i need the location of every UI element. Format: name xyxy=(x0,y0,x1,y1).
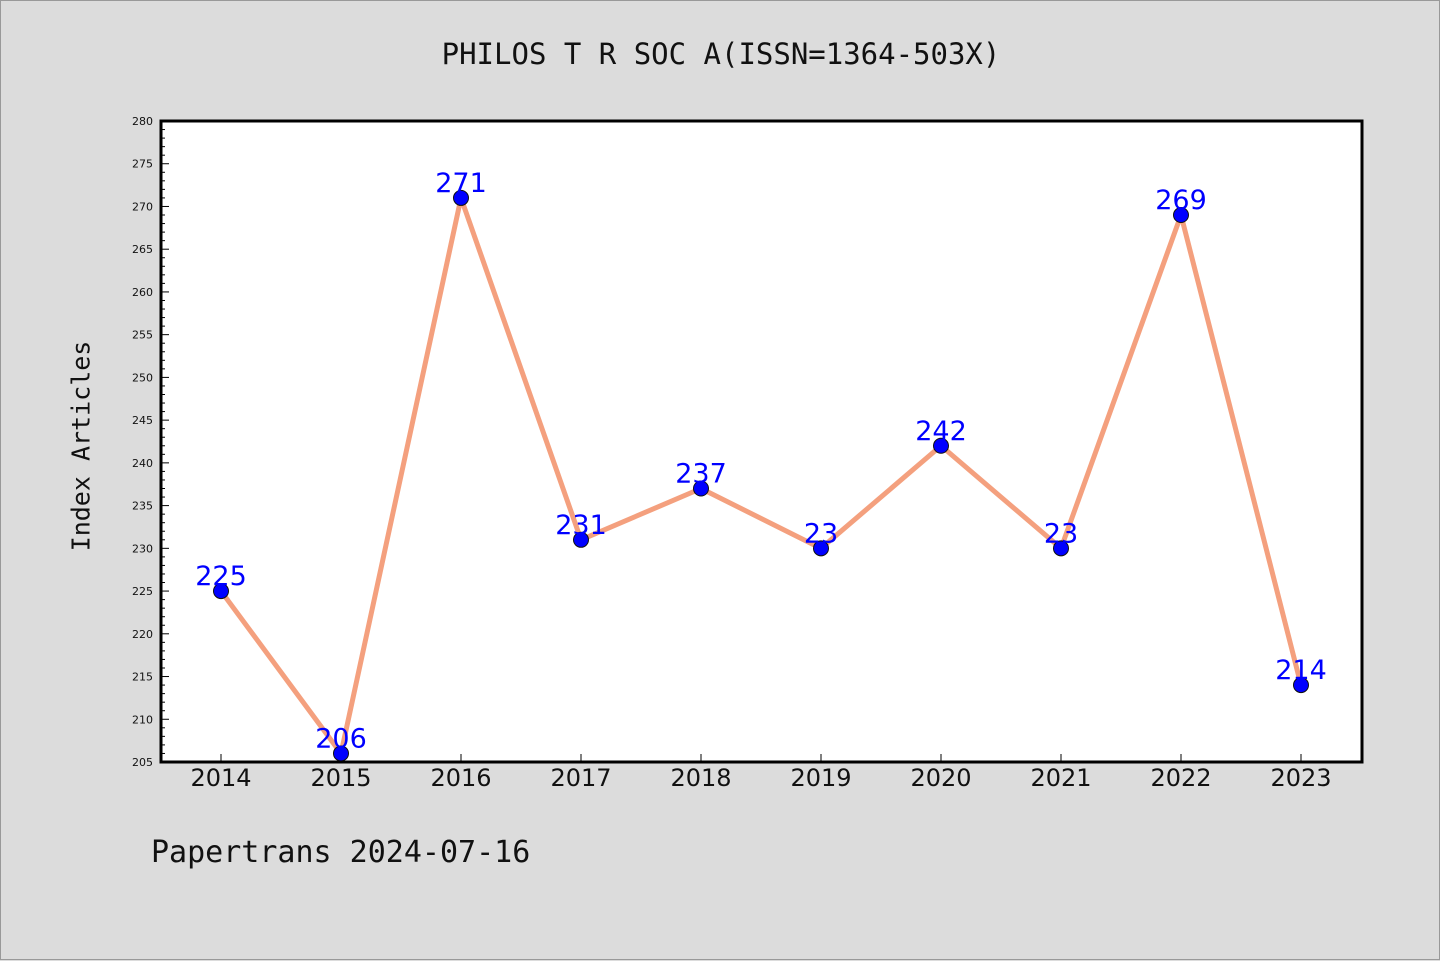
data-point-marker xyxy=(933,437,949,454)
y-tick-label: 210 xyxy=(132,713,153,726)
y-tick-label: 270 xyxy=(132,200,153,213)
y-tick-label: 240 xyxy=(132,457,153,470)
x-tick-label: 2014 xyxy=(190,764,251,792)
chart-title: PHILOS T R SOC A(ISSN=1364-503X) xyxy=(441,37,1001,71)
x-tick-label: 2016 xyxy=(430,764,491,792)
x-tick-label: 2022 xyxy=(1150,764,1211,792)
y-tick-label: 215 xyxy=(132,671,153,684)
data-label: 269 xyxy=(1155,185,1207,216)
data-label: 23 xyxy=(804,518,838,549)
data-point-marker xyxy=(813,540,829,557)
x-tick-label: 2019 xyxy=(790,764,851,792)
y-tick-label: 265 xyxy=(132,243,153,256)
data-label: 231 xyxy=(555,510,607,541)
y-tick-label: 250 xyxy=(132,371,153,384)
data-point-marker xyxy=(1293,677,1309,694)
data-label: 271 xyxy=(435,168,487,199)
x-tick-label: 2015 xyxy=(310,764,371,792)
x-tick-label: 2018 xyxy=(670,764,731,792)
y-tick-label: 275 xyxy=(132,158,153,171)
data-point-marker xyxy=(573,531,589,548)
y-tick-label: 245 xyxy=(132,414,153,427)
data-label: 237 xyxy=(675,459,727,490)
x-tick-label: 2017 xyxy=(550,764,611,792)
data-point-marker xyxy=(693,480,709,497)
data-label: 225 xyxy=(195,561,247,592)
data-point-marker xyxy=(1053,540,1069,557)
data-point-marker xyxy=(1173,207,1189,224)
y-tick-label: 260 xyxy=(132,286,153,299)
data-label-group: 225 206 271 231 237 23 242 23 269 214 xyxy=(195,168,1327,755)
data-label: 206 xyxy=(315,723,367,754)
x-axis-ticks: 2014 2015 2016 2017 2018 2019 2020 2021 2022 2023 xyxy=(190,754,1332,792)
y-tick-label: 205 xyxy=(132,756,153,769)
y-tick-label: 280 xyxy=(132,115,153,128)
footer-credit: Papertrans 2024-07-16 xyxy=(151,835,531,870)
data-point-marker xyxy=(453,189,469,206)
data-label: 242 xyxy=(915,416,967,447)
series-line-group xyxy=(218,195,1304,756)
data-point-marker xyxy=(213,583,229,600)
series-line xyxy=(218,195,1304,756)
y-tick-label: 255 xyxy=(132,329,153,342)
data-label: 23 xyxy=(1044,518,1078,549)
x-tick-label: 2020 xyxy=(910,764,971,792)
x-tick-label: 2023 xyxy=(1270,764,1331,792)
data-label: 214 xyxy=(1275,655,1327,686)
x-tick-label: 2021 xyxy=(1030,764,1091,792)
y-tick-label: 230 xyxy=(132,542,153,555)
series-marker-group xyxy=(213,189,1309,762)
y-tick-label: 220 xyxy=(132,628,153,641)
y-axis-ticks: 205 210 215 220 225 230 235 240 245 250 255 260 265 2… xyxy=(132,115,169,769)
y-tick-label: 235 xyxy=(132,500,153,513)
y-tick-label: 225 xyxy=(132,585,153,598)
plot-border xyxy=(159,119,1364,764)
